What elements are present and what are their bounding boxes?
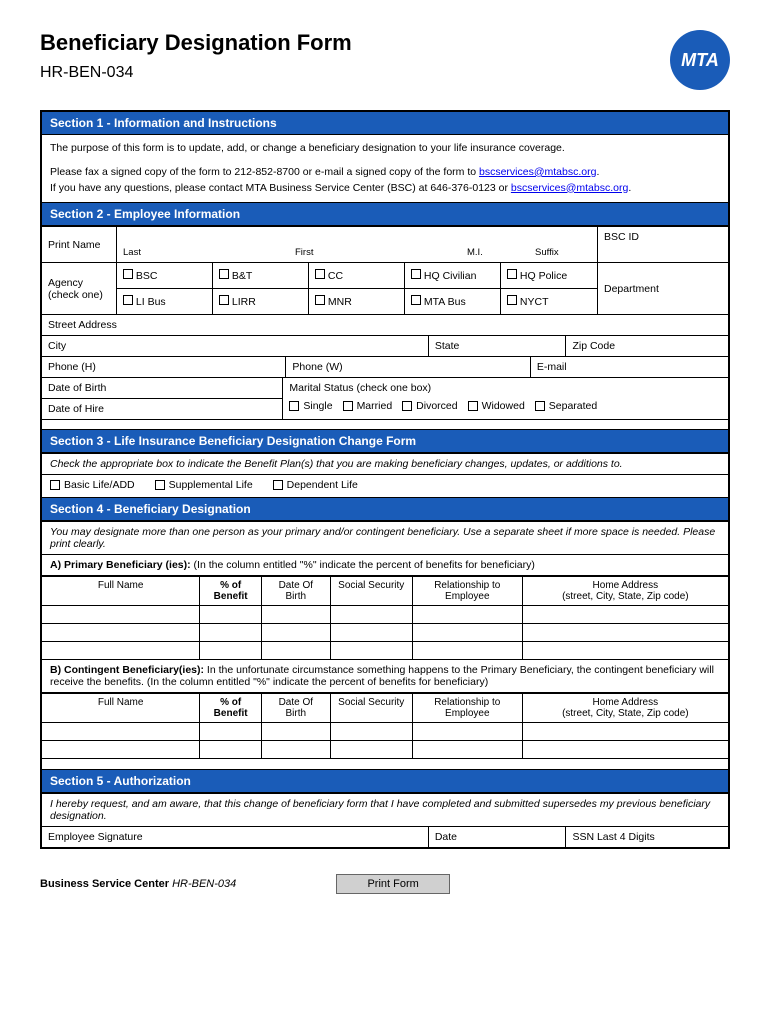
agency-label: Agency (check one): [42, 263, 117, 314]
s3-instruction: Check the appropriate box to indicate th…: [42, 453, 728, 474]
footer-form: HR-BEN-034: [172, 878, 236, 890]
footer-org: Business Service Center: [40, 878, 169, 890]
primary-header: A) Primary Beneficiary (ies): (In the co…: [42, 554, 728, 575]
email-link-1[interactable]: bscservices@mtabsc.org: [479, 166, 596, 178]
agency-checkbox[interactable]: MNR: [309, 289, 405, 314]
section-1-body: The purpose of this form is to update, a…: [42, 135, 728, 202]
last-label: Last: [117, 245, 289, 262]
agency-checkbox[interactable]: HQ Civilian: [405, 263, 501, 289]
table-row[interactable]: [42, 624, 728, 642]
agency-checkbox[interactable]: LI Bus: [117, 289, 213, 314]
table-row[interactable]: [42, 741, 728, 759]
agency-checkbox[interactable]: CC: [309, 263, 405, 289]
agency-checkbox[interactable]: NYCT: [501, 289, 597, 314]
form-number: HR-BEN-034: [40, 64, 352, 82]
doh-label: Date of Hire: [42, 399, 282, 419]
section-5-header: Section 5 - Authorization: [42, 769, 728, 793]
table-row[interactable]: [42, 723, 728, 741]
email-link-2[interactable]: bscservices@mtabsc.org: [511, 182, 628, 194]
section-4-header: Section 4 - Beneficiary Designation: [42, 497, 728, 521]
print-name-row: Print Name Last First M.I. Suffix BSC ID: [42, 226, 728, 262]
plan-checkbox[interactable]: Basic Life/ADD: [50, 479, 135, 491]
agency-checkbox[interactable]: BSC: [117, 263, 213, 289]
department-label: Department: [598, 263, 728, 314]
suffix-label: Suffix: [529, 245, 597, 262]
marital-checkbox[interactable]: Widowed: [468, 400, 525, 412]
s5-statement: I hereby request, and am aware, that thi…: [42, 793, 728, 826]
dob-label: Date of Birth: [42, 378, 282, 399]
s1-fax-line: Please fax a signed copy of the form to …: [50, 165, 720, 181]
contingent-header: B) Contingent Beneficiary(ies): In the u…: [42, 660, 728, 692]
plans-row: Basic Life/ADD Supplemental Life Depende…: [42, 474, 728, 497]
signature-label: Employee Signature: [42, 827, 429, 847]
form-container: Section 1 - Information and Instructions…: [40, 110, 730, 849]
print-name-label: Print Name: [42, 227, 117, 262]
plan-checkbox[interactable]: Dependent Life: [273, 479, 358, 491]
s1-purpose: The purpose of this form is to update, a…: [50, 141, 720, 157]
bsc-id-label: BSC ID: [598, 227, 728, 262]
state-label: State: [429, 336, 567, 356]
section-3-header: Section 3 - Life Insurance Beneficiary D…: [42, 429, 728, 453]
first-label: First: [289, 245, 461, 262]
agency-checkbox[interactable]: B&T: [213, 263, 309, 289]
marital-checkbox[interactable]: Separated: [535, 400, 597, 412]
phone-w-label: Phone (W): [286, 357, 530, 377]
ssn4-label: SSN Last 4 Digits: [566, 827, 728, 847]
document-header: Beneficiary Designation Form HR-BEN-034 …: [40, 30, 730, 90]
zip-label: Zip Code: [566, 336, 728, 356]
section-1-header: Section 1 - Information and Instructions: [42, 112, 728, 135]
section-2-header: Section 2 - Employee Information: [42, 202, 728, 226]
s1-questions-line: If you have any questions, please contac…: [50, 181, 720, 197]
primary-beneficiary-table: Full Name % of Benefit Date Of Birth Soc…: [42, 576, 728, 660]
mta-logo: MTA: [670, 30, 730, 90]
plan-checkbox[interactable]: Supplemental Life: [155, 479, 253, 491]
email-label: E-mail: [531, 357, 728, 377]
city-label: City: [42, 336, 429, 356]
marital-checkbox[interactable]: Divorced: [402, 400, 457, 412]
marital-label: Marital Status (check one box): [289, 382, 722, 394]
phone-h-label: Phone (H): [42, 357, 286, 377]
table-row[interactable]: [42, 642, 728, 660]
marital-checkbox[interactable]: Single: [289, 400, 332, 412]
street-label: Street Address: [42, 315, 728, 335]
agency-checkbox[interactable]: MTA Bus: [405, 289, 501, 314]
print-form-button[interactable]: Print Form: [336, 874, 449, 894]
marital-checkbox[interactable]: Married: [343, 400, 393, 412]
agency-checkbox[interactable]: LIRR: [213, 289, 309, 314]
table-row[interactable]: [42, 606, 728, 624]
document-footer: Business Service Center HR-BEN-034 Print…: [40, 874, 730, 894]
agency-row: Agency (check one) BSC B&T CC HQ Civilia…: [42, 262, 728, 314]
date-label: Date: [429, 827, 567, 847]
contingent-beneficiary-table: Full Name % of Benefit Date Of Birth Soc…: [42, 693, 728, 759]
form-title: Beneficiary Designation Form: [40, 30, 352, 56]
mi-label: M.I.: [461, 245, 529, 262]
agency-checkbox[interactable]: HQ Police: [501, 263, 597, 289]
s4-instruction: You may designate more than one person a…: [42, 521, 728, 554]
